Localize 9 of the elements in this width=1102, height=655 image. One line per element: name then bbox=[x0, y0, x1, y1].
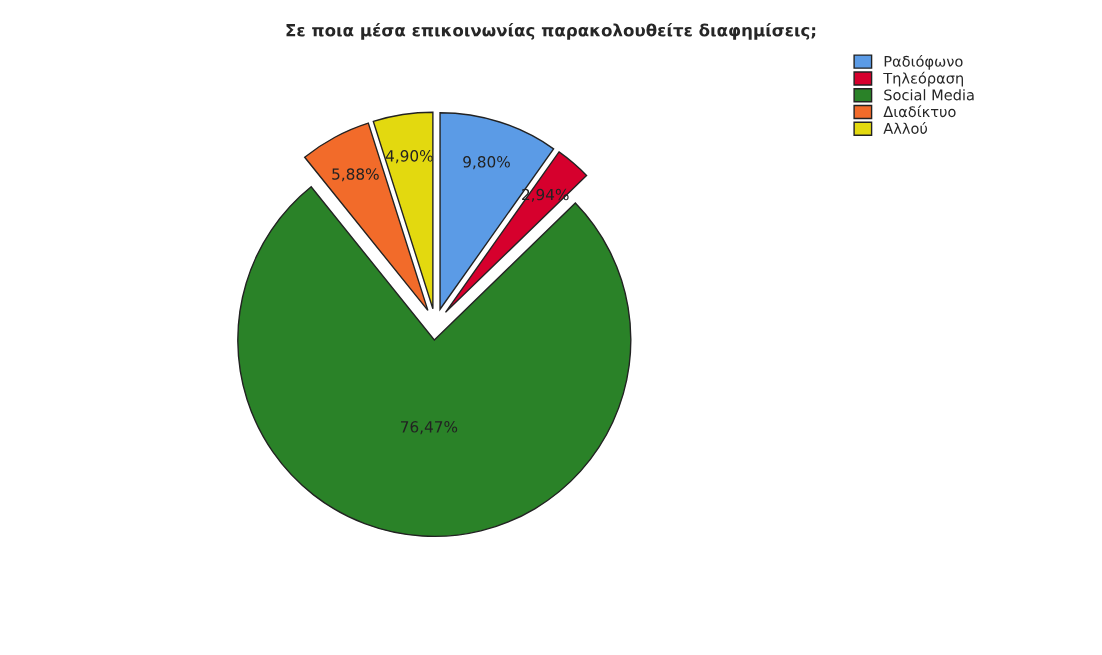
legend-label: Ραδιόφωνο bbox=[884, 54, 963, 70]
legend-label: Αλλού bbox=[883, 122, 928, 134]
legend-label: Social Media bbox=[884, 89, 974, 101]
legend-label: Τηλεόραση bbox=[883, 71, 963, 87]
data-label: 76,47% bbox=[401, 421, 458, 435]
legend-label: Διαδίκτυο bbox=[883, 105, 956, 118]
data-label: 5,88% bbox=[332, 168, 379, 182]
data-label: 9,80% bbox=[463, 156, 510, 170]
chart-title: Σε ποια μέσα επικοινωνίας παρακολουθείτε διαφημίσεις; bbox=[286, 22, 816, 40]
